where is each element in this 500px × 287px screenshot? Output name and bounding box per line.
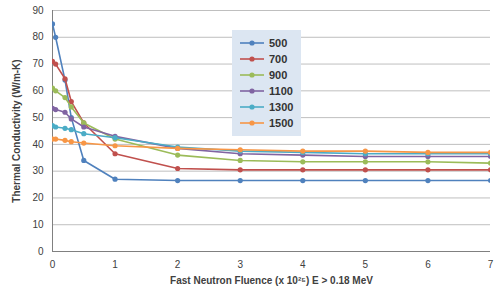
svg-text:80: 80 — [32, 31, 44, 42]
html-text:900: 900 — [269, 69, 288, 81]
svg-text:1: 1 — [112, 259, 118, 270]
svg-text:5: 5 — [363, 259, 369, 270]
svg-text:4: 4 — [300, 259, 306, 270]
svg-text:70: 70 — [32, 58, 44, 69]
svg-text:7: 7 — [488, 259, 494, 270]
svg-text:50: 50 — [32, 112, 44, 123]
svg-text:0: 0 — [38, 246, 44, 257]
svg-text:6: 6 — [425, 259, 431, 270]
svg-text:0: 0 — [50, 259, 56, 270]
svg-text:10: 10 — [32, 219, 44, 230]
html-text:500: 500 — [269, 37, 288, 49]
svg-text:Thermal Conductivity (W/m-K): Thermal Conductivity (W/m-K) — [11, 59, 22, 202]
html-text:1300: 1300 — [269, 101, 294, 113]
svg-text:Fast Neutron Fluence (x 10²⁵): Fast Neutron Fluence (x 10²⁵) E > 0.18 M… — [170, 275, 373, 286]
svg-text:90: 90 — [32, 5, 44, 16]
svg-text:3: 3 — [237, 259, 243, 270]
html-text:1500: 1500 — [269, 117, 294, 129]
svg-text:2: 2 — [175, 259, 181, 270]
html-text:1100: 1100 — [269, 85, 293, 97]
svg-text:60: 60 — [32, 85, 44, 96]
html-text:700: 700 — [269, 53, 288, 65]
svg-text:40: 40 — [32, 139, 44, 150]
svg-text:20: 20 — [32, 192, 44, 203]
svg-text:30: 30 — [32, 165, 44, 176]
